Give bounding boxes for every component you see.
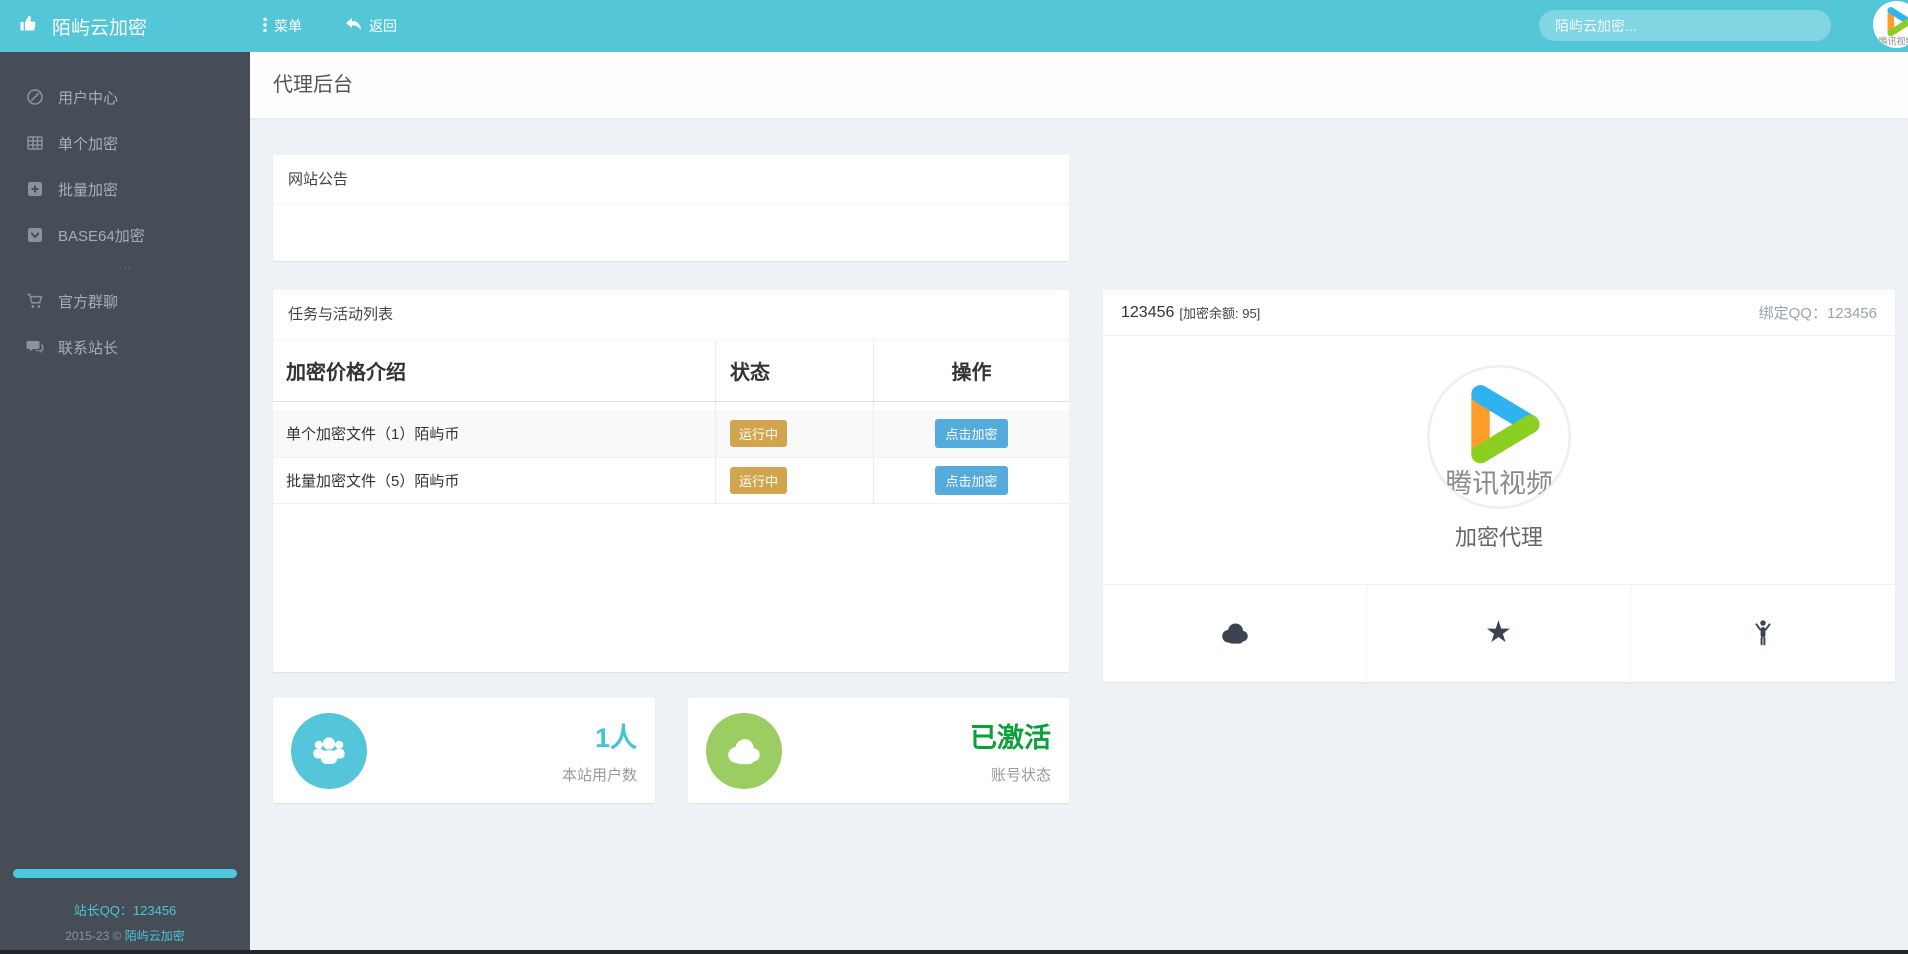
content-area: 网站公告 任务与活动列表 加密价格介绍 状态 操作 单个加密文件（1）陌屿币 运… bbox=[250, 118, 1908, 954]
status-badge: 运行中 bbox=[730, 420, 788, 447]
sidebar-item-label: 联系站长 bbox=[58, 339, 119, 357]
agent-footer-cell-cloud[interactable] bbox=[1103, 585, 1367, 681]
brand[interactable]: 陌屿云加密 bbox=[0, 0, 250, 52]
bottom-edge-strip bbox=[0, 950, 1908, 954]
sidebar-divider: ... bbox=[118, 258, 132, 272]
page-title: 代理后台 bbox=[273, 74, 353, 96]
table-icon bbox=[25, 134, 44, 152]
cloud-icon bbox=[728, 738, 760, 764]
agent-caption: 加密代理 bbox=[1454, 525, 1543, 550]
column-header-action: 操作 bbox=[874, 340, 1069, 402]
bind-qq-text: 绑定QQ：123456 bbox=[1758, 305, 1877, 322]
svg-text:腾讯视频: 腾讯视频 bbox=[1879, 36, 1908, 47]
sidebar-item-label: 单个加密 bbox=[58, 135, 119, 153]
task-card: 任务与活动列表 加密价格介绍 状态 操作 单个加密文件（1）陌屿币 运行中 点击… bbox=[273, 290, 1069, 672]
stat-card-users: 1人 本站用户数 bbox=[273, 698, 655, 803]
agent-account: 123456 bbox=[1121, 303, 1175, 321]
table-row-cell-action: 点击加密 bbox=[874, 410, 1069, 457]
sidebar-item-batch-encrypt[interactable]: 批量加密 bbox=[0, 166, 250, 212]
agent-footer-cell-star[interactable]: ★ bbox=[1367, 585, 1631, 681]
sidebar-item-user-center[interactable]: 用户中心 bbox=[0, 74, 250, 120]
sidebar-item-contact-admin[interactable]: 联系站长 bbox=[0, 324, 250, 370]
sidebar-progress-bar bbox=[13, 869, 237, 878]
stat-circle bbox=[706, 712, 782, 789]
task-card-title: 任务与活动列表 bbox=[273, 290, 1069, 340]
menu-button[interactable]: 菜单 bbox=[263, 0, 302, 52]
column-header-price: 加密价格介绍 bbox=[273, 340, 716, 402]
cart-icon bbox=[25, 292, 44, 310]
stat-card-account-status: 已激活 账号状态 bbox=[688, 698, 1069, 803]
notice-card: 网站公告 bbox=[273, 155, 1069, 261]
agent-avatar: 腾讯视频 bbox=[1428, 366, 1570, 508]
reply-arrow-icon bbox=[345, 17, 362, 35]
task-table: 加密价格介绍 状态 操作 单个加密文件（1）陌屿币 运行中 点击加密 批量加密文… bbox=[273, 340, 1069, 504]
search-input[interactable] bbox=[1539, 10, 1831, 41]
tencent-video-logo-icon: 腾讯视频 bbox=[1428, 366, 1570, 508]
agent-card: 123456 [加密余额: 95] 绑定QQ：123456 腾讯视频 bbox=[1103, 290, 1895, 682]
sidebar-item-base64-encrypt[interactable]: BASE64加密 bbox=[0, 212, 250, 258]
stat-value: 1人 bbox=[594, 723, 637, 753]
sidebar: 用户中心 单个加密 批量加密 BASE64加密 ... 官方群聊 bbox=[0, 52, 250, 954]
avatar[interactable]: 腾讯视频 bbox=[1873, 1, 1908, 48]
sidebar-item-label: 用户中心 bbox=[58, 89, 119, 107]
brand-label: 陌屿云加密 bbox=[52, 17, 148, 39]
sidebar-item-official-group[interactable]: 官方群聊 bbox=[0, 278, 250, 324]
topbar: 陌屿云加密 菜单 返回 腾讯视频 bbox=[0, 0, 1908, 52]
stat-label: 账号状态 bbox=[990, 767, 1051, 784]
agent-balance: [加密余额: 95] bbox=[1179, 306, 1261, 321]
agent-card-body: 腾讯视频 加密代理 bbox=[1103, 336, 1895, 584]
copyright-prefix: 2015-23 © bbox=[65, 929, 122, 943]
caret-square-down-icon bbox=[25, 226, 44, 244]
encrypt-button[interactable]: 点击加密 bbox=[935, 466, 1008, 495]
users-icon bbox=[313, 736, 345, 764]
back-label: 返回 bbox=[369, 18, 397, 34]
table-row-cell-status: 运行中 bbox=[716, 410, 874, 457]
stat-value: 已激活 bbox=[970, 723, 1051, 753]
sidebar-item-label: 官方群聊 bbox=[58, 293, 119, 311]
table-row-cell-name: 批量加密文件（5）陌屿币 bbox=[273, 457, 716, 504]
menu-label: 菜单 bbox=[274, 18, 302, 34]
encrypt-button[interactable]: 点击加密 bbox=[935, 419, 1008, 448]
sidebar-item-single-encrypt[interactable]: 单个加密 bbox=[0, 120, 250, 166]
svg-text:腾讯视频: 腾讯视频 bbox=[1445, 468, 1553, 498]
copyright: 2015-23 © 陌屿云加密 bbox=[0, 927, 250, 944]
agent-footer-cell-person[interactable] bbox=[1631, 585, 1895, 681]
comments-icon bbox=[25, 338, 44, 356]
table-row-cell-name: 单个加密文件（1）陌屿币 bbox=[273, 410, 716, 457]
stat-circle bbox=[291, 712, 367, 789]
star-icon: ★ bbox=[1485, 616, 1512, 649]
cloud-icon bbox=[1221, 623, 1248, 644]
admin-qq-text: 站长QQ：123456 bbox=[73, 903, 177, 918]
tencent-video-logo-icon: 腾讯视频 bbox=[1873, 1, 1908, 48]
ellipsis-vertical-icon bbox=[263, 17, 267, 36]
person-icon bbox=[1755, 620, 1771, 646]
back-button[interactable]: 返回 bbox=[345, 0, 397, 52]
column-header-status: 状态 bbox=[716, 340, 874, 402]
agent-card-header: 123456 [加密余额: 95] 绑定QQ：123456 bbox=[1103, 290, 1895, 336]
table-row-cell-status: 运行中 bbox=[716, 457, 874, 504]
sidebar-item-label: 批量加密 bbox=[58, 181, 119, 199]
page-header: 代理后台 bbox=[250, 52, 1908, 118]
plus-square-icon bbox=[25, 180, 44, 198]
dashboard-icon bbox=[25, 88, 44, 106]
stat-label: 本站用户数 bbox=[561, 767, 637, 784]
agent-card-footer: ★ bbox=[1103, 584, 1895, 681]
status-badge: 运行中 bbox=[730, 467, 788, 494]
sidebar-item-label: BASE64加密 bbox=[58, 227, 145, 245]
notice-card-title: 网站公告 bbox=[273, 155, 1069, 205]
copyright-brand-link[interactable]: 陌屿云加密 bbox=[124, 929, 185, 943]
table-row-cell-action: 点击加密 bbox=[874, 457, 1069, 504]
thumbs-up-icon bbox=[18, 13, 38, 39]
